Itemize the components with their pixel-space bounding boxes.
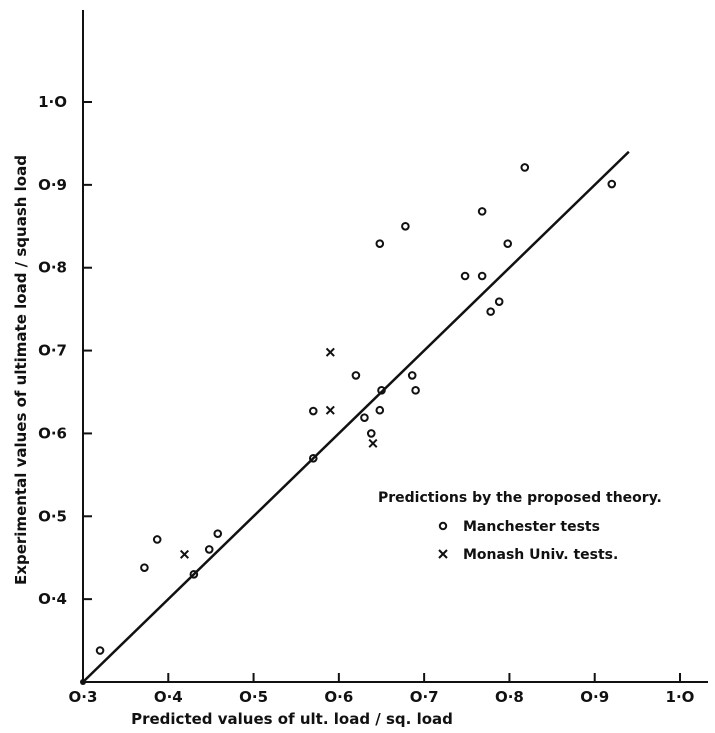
data-point-circle (375, 239, 385, 248)
data-point-circle (95, 646, 105, 655)
data-point-circle (401, 221, 410, 231)
data-point-circle (213, 529, 223, 538)
x-tick-label: O·5 (239, 688, 268, 706)
data-point-cross (325, 405, 335, 415)
legend: Predictions by the proposed theory. Manc… (378, 490, 662, 563)
data-point-circle (460, 271, 470, 281)
legend-marker-circle (438, 521, 448, 531)
legend-title: Predictions by the proposed theory. (378, 490, 662, 506)
data-point-circle (375, 405, 385, 415)
y-tick-label: O·6 (38, 424, 67, 442)
data-point-circle (607, 179, 617, 189)
legend-marker-cross (438, 549, 448, 559)
data-point-circle (152, 535, 162, 544)
legend-label-monash: Monash Univ. tests. (463, 547, 618, 563)
ticks: O·3 O·4 O·5 O·6 O·7 O·8 O·9 1·O O·4 O·5 O·6 O·7 O·8 O… (38, 93, 694, 706)
data-point-circle (308, 406, 318, 416)
data-point-circle (140, 563, 149, 572)
data-point-circle (308, 453, 318, 463)
fit-line-group (82, 150, 630, 683)
x-tick-label: O·8 (495, 688, 524, 706)
data-point-circle (366, 429, 376, 438)
data-point-circle (351, 371, 361, 380)
x-tick-label: 1·O (666, 688, 695, 706)
y-tick-label: O·7 (38, 342, 67, 360)
data-point-circle (477, 271, 487, 281)
x-tick-label: O·9 (580, 688, 609, 706)
y-tick-label: 1·O (38, 93, 67, 111)
x-tick-label: O·4 (154, 688, 183, 706)
x-tick-label: O·7 (410, 688, 439, 706)
data-point-circle (486, 307, 495, 316)
legend-label-manchester: Manchester tests (463, 519, 600, 535)
data-point-circle (503, 239, 513, 248)
data-point-circle (520, 163, 530, 172)
y-tick-label: O·5 (38, 507, 67, 525)
x-axis-title: Predicted values of ult. load / sq. load (131, 710, 453, 728)
axes (82, 10, 708, 683)
y-tick-label: O·9 (38, 176, 67, 194)
data-point-circle (189, 569, 199, 579)
y-tick-label: O·8 (38, 259, 67, 277)
data-point-circle (494, 297, 504, 306)
data-point-cross (368, 438, 378, 448)
data-points (80, 163, 617, 685)
fit-line (82, 150, 630, 683)
x-tick-label: O·6 (324, 688, 353, 706)
data-point-cross (179, 549, 189, 559)
origin-dot (80, 679, 86, 685)
data-point-circle (407, 371, 417, 380)
data-point-circle (204, 545, 214, 554)
data-point-cross (325, 347, 335, 357)
data-point-circle (411, 386, 420, 395)
y-tick-label: O·4 (38, 590, 67, 608)
y-axis-title: Experimental values of ultimate load / s… (12, 155, 30, 585)
data-point-circle (377, 386, 386, 395)
data-point-circle (477, 207, 487, 216)
data-point-circle (360, 413, 369, 422)
x-tick-label: O·3 (69, 688, 98, 706)
